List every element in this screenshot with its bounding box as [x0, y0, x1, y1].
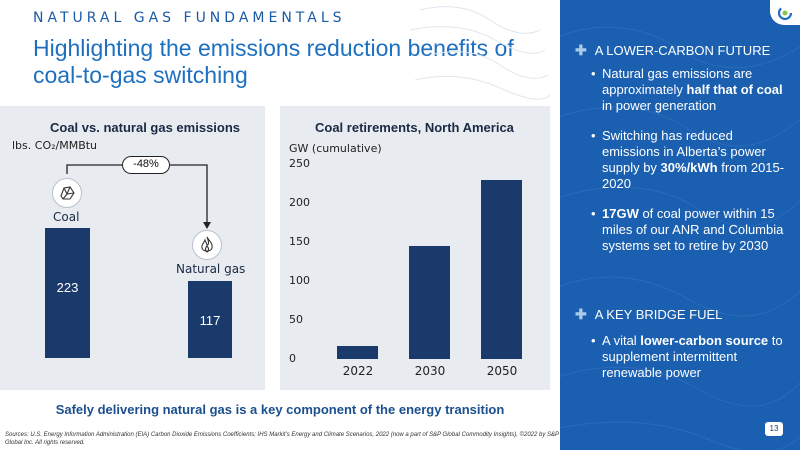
natural-gas-bar: 117	[188, 281, 232, 358]
topographic-pattern	[560, 26, 800, 450]
sidebar	[560, 0, 800, 450]
bullet-dot: •	[591, 128, 596, 143]
coal-bar-value: 223	[56, 280, 79, 295]
bullet-alberta-reduction: • Switching has reduced emissions in Alb…	[591, 128, 785, 191]
section-heading-text: A KEY BRIDGE FUEL	[594, 307, 723, 322]
flame-icon	[192, 230, 222, 260]
y-tick: 250	[289, 157, 310, 170]
y-tick: 0	[289, 352, 296, 365]
coal-bar: 223	[45, 228, 90, 358]
bullet-lower-carbon-source: • A vital lower-carbon source to supplem…	[591, 333, 783, 380]
section-heading-text: A LOWER-CARBON FUTURE	[594, 43, 771, 58]
section-eyebrow: NATURAL GAS FUNDAMENTALS	[33, 10, 346, 26]
bullet-coal-retire: • 17GW of coal power within 15 miles of …	[591, 206, 784, 253]
plus-icon: ✚	[575, 306, 587, 322]
topographic-decoration	[409, 6, 550, 100]
x-tick: 2030	[414, 364, 446, 378]
bullet-dot: •	[591, 66, 596, 81]
section-heading-bridge-fuel: ✚ A KEY BRIDGE FUEL	[575, 306, 722, 323]
retirement-bar-2022	[337, 346, 378, 359]
coal-label: Coal	[53, 210, 80, 224]
change-percent-badge: -48%	[122, 156, 170, 174]
retirements-chart-title: Coal retirements, North America	[315, 120, 514, 135]
emissions-unit-label: lbs. CO₂/MMBtu	[12, 139, 98, 152]
section-heading-lower-carbon: ✚ A LOWER-CARBON FUTURE	[575, 42, 770, 59]
x-tick: 2022	[342, 364, 374, 378]
retirements-unit-label: GW (cumulative)	[289, 142, 382, 155]
retirement-bar-2050	[481, 180, 522, 359]
y-tick: 50	[289, 313, 303, 326]
bullet-dot: •	[591, 206, 596, 221]
natural-gas-bar-value: 117	[199, 313, 221, 328]
coal-lump-icon	[52, 178, 82, 208]
y-tick: 150	[289, 235, 310, 248]
y-tick: 100	[289, 274, 310, 287]
bullet-dot: •	[591, 333, 596, 348]
slide-title: Highlighting the emissions reduction ben…	[33, 35, 514, 88]
x-tick: 2050	[486, 364, 518, 378]
natural-gas-label: Natural gas	[176, 262, 246, 276]
company-logo-icon	[770, 0, 800, 25]
retirement-bar-2030	[409, 246, 450, 359]
y-tick: 200	[289, 196, 310, 209]
page-number: 13	[765, 422, 783, 436]
emissions-chart-title: Coal vs. natural gas emissions	[50, 120, 241, 135]
sources-footnote: Sources: U.S. Energy Information Adminis…	[5, 432, 559, 446]
tagline: Safely delivering natural gas is a key c…	[55, 402, 505, 417]
bullet-emissions-half: • Natural gas emissions are approximatel…	[591, 66, 783, 113]
plus-icon: ✚	[575, 42, 587, 58]
